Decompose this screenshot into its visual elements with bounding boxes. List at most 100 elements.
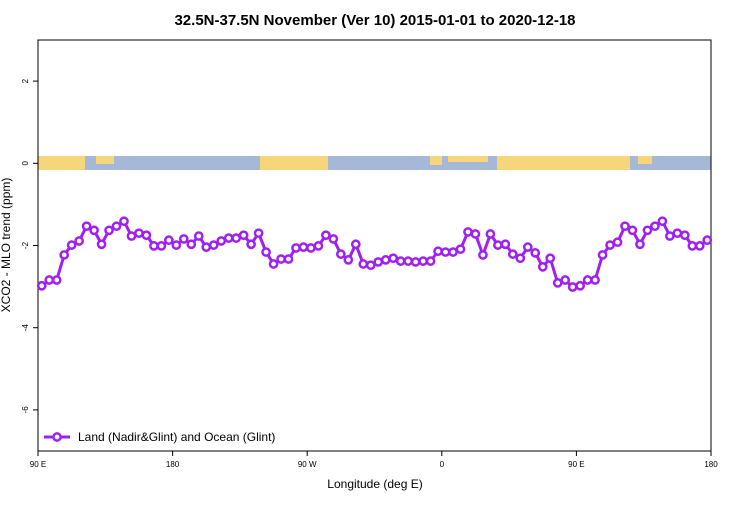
data-point <box>373 257 384 267</box>
data-point <box>702 235 713 246</box>
data-point <box>164 235 174 246</box>
data-point <box>672 228 683 239</box>
data-point <box>350 239 361 250</box>
data-point <box>89 225 99 236</box>
data-point <box>51 275 62 285</box>
data-point <box>283 254 294 264</box>
data-point <box>74 236 84 246</box>
x-tick-label: 0 <box>440 460 445 469</box>
chart-title: 32.5N-37.5N November (Ver 10) 2015-01-01… <box>174 12 575 29</box>
data-point <box>365 260 376 271</box>
data-point <box>36 280 47 291</box>
data-point <box>418 256 428 266</box>
data-point <box>657 216 668 227</box>
data-point <box>605 240 615 250</box>
data-point <box>485 229 496 239</box>
y-tick-label: -6 <box>21 406 30 414</box>
x-tick-label: 180 <box>704 460 718 469</box>
data-point <box>119 216 129 227</box>
data-point <box>171 240 182 250</box>
data-point <box>276 254 286 264</box>
data-point <box>425 256 436 266</box>
x-axis-label: Longitude (deg E) <box>327 477 422 491</box>
data-point <box>380 255 391 265</box>
data-point <box>507 249 518 259</box>
data-point <box>238 230 249 241</box>
land-ocean-band <box>38 156 711 170</box>
data-point <box>635 239 645 250</box>
land-band <box>96 156 114 164</box>
data-point <box>627 225 638 236</box>
data-point <box>149 241 159 251</box>
data-point <box>433 246 443 257</box>
data-point <box>552 278 563 288</box>
land-band <box>38 156 85 170</box>
data-point <box>388 253 399 264</box>
legend-marker <box>52 432 62 442</box>
data-point <box>134 228 144 239</box>
data-point <box>478 250 488 260</box>
y-axis-label: XCO2 - MLO trend (ppm) <box>0 178 13 313</box>
land-band <box>497 156 630 170</box>
data-point <box>328 234 339 244</box>
data-point <box>530 248 541 258</box>
data-point <box>208 240 219 250</box>
data-point <box>59 250 70 260</box>
data-point <box>104 225 114 236</box>
x-tick-label: 90 E <box>568 460 584 469</box>
data-point <box>560 275 571 285</box>
land-band <box>430 156 442 165</box>
data-point <box>665 231 675 241</box>
data-point <box>156 241 167 251</box>
data-point <box>687 241 698 251</box>
data-point <box>567 282 578 292</box>
data-point <box>403 256 413 266</box>
data-point <box>253 228 264 239</box>
y-tick-label: -2 <box>21 241 30 249</box>
data-point <box>44 275 55 285</box>
data-point <box>111 221 122 232</box>
data-point <box>126 231 137 241</box>
data-point <box>96 239 107 250</box>
data-point <box>590 275 600 285</box>
data-point <box>493 240 503 250</box>
data-point <box>223 233 234 243</box>
data-point <box>81 221 92 232</box>
data-point <box>343 255 354 265</box>
data-point <box>178 234 189 244</box>
data-point <box>448 247 458 257</box>
data-point <box>358 259 369 269</box>
data-point <box>261 247 271 257</box>
data-point <box>582 275 593 285</box>
data-point <box>440 247 451 257</box>
x-tick-label: 90 E <box>30 460 46 469</box>
y-tick-label: 2 <box>21 78 30 83</box>
data-point <box>612 237 623 248</box>
data-point <box>575 280 585 291</box>
land-band <box>260 156 328 170</box>
x-tick-label: 180 <box>166 460 180 469</box>
data-point <box>298 242 309 252</box>
data-point <box>291 243 301 253</box>
data-point <box>313 241 324 251</box>
data-point <box>455 244 466 255</box>
y-tick-label: -4 <box>21 324 30 332</box>
legend-label: Land (Nadir&Glint) and Ocean (Glint) <box>78 430 275 444</box>
x-tick-label: 90 W <box>298 460 317 469</box>
data-point <box>642 225 653 236</box>
data-point <box>679 230 690 241</box>
data-point <box>463 227 473 237</box>
data-point <box>306 243 316 253</box>
data-point <box>515 253 526 264</box>
data-point <box>193 231 204 241</box>
data-point <box>650 221 660 232</box>
data-point <box>141 230 152 241</box>
data-point <box>470 229 481 239</box>
data-point <box>522 242 533 252</box>
data-point <box>66 240 77 250</box>
data-point <box>201 242 212 252</box>
data-point <box>395 256 406 266</box>
data-point <box>500 239 511 250</box>
data-point <box>537 262 548 272</box>
